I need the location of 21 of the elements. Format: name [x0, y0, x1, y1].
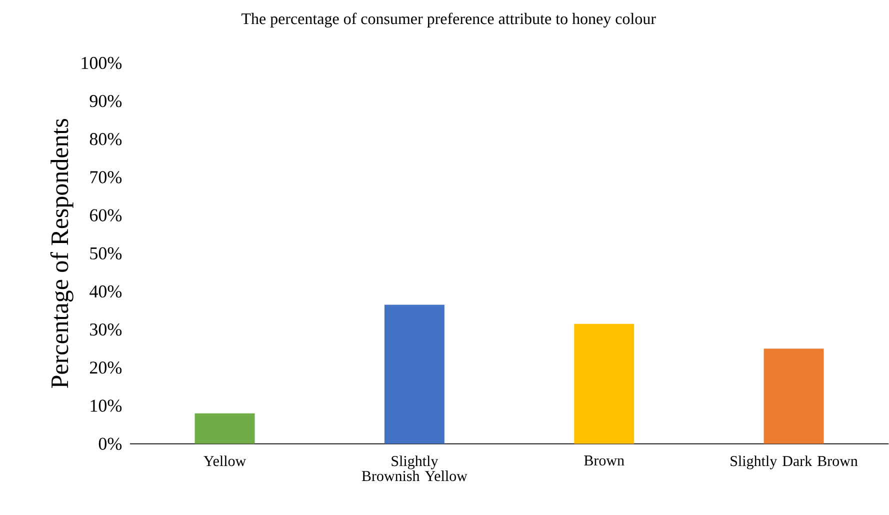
- y-tick-label: 30%: [90, 324, 122, 336]
- y-tick-label: 60%: [90, 209, 122, 222]
- bar: [194, 413, 255, 444]
- bar: [574, 324, 634, 444]
- y-tick-label: 0%: [98, 438, 122, 450]
- x-tick-label: Yellow: [204, 456, 246, 466]
- y-tick-label: 100%: [82, 56, 122, 70]
- chart-title: The percentage of consumer preference attribute to honey colour: [242, 12, 656, 28]
- y-tick-label: 90%: [90, 95, 122, 108]
- y-tick-label: 20%: [90, 362, 122, 374]
- bar: [384, 304, 444, 444]
- x-tick-label: Slightly Brownish Yellow: [362, 456, 468, 482]
- y-tick-label: 40%: [90, 285, 122, 298]
- y-tick-label: 50%: [90, 247, 122, 260]
- x-tick-label: Slightly Dark Brown: [730, 456, 858, 470]
- y-axis-title: Percentage of Respondents: [50, 119, 74, 388]
- x-tick-label: Brown: [584, 456, 624, 466]
- y-tick-label: 70%: [90, 171, 122, 184]
- y-tick-label: 10%: [90, 400, 122, 412]
- y-tick-label: 80%: [90, 133, 122, 146]
- bar: [764, 348, 824, 444]
